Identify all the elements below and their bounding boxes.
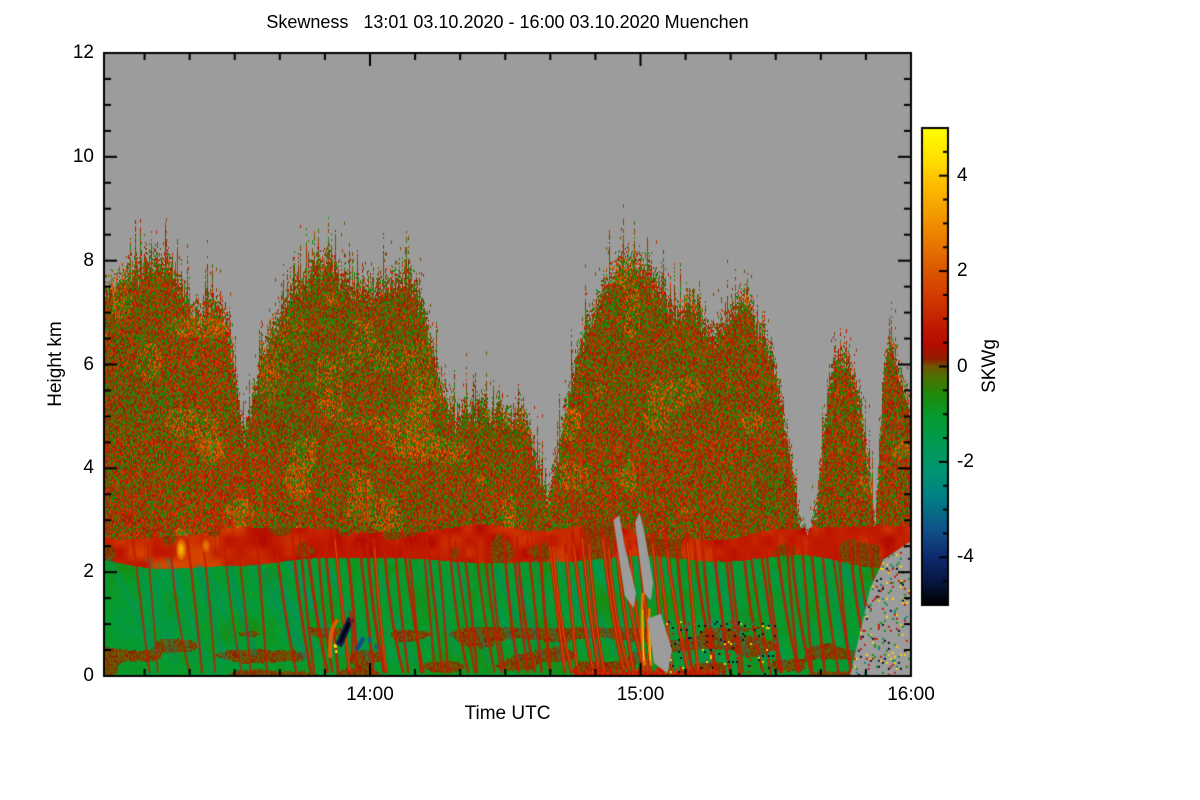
x-tick-label: 16:00: [887, 684, 935, 705]
colorbar-tick-label: -2: [957, 450, 974, 472]
y-tick-label: 4: [83, 457, 94, 479]
chart-title: Skewness 13:01 03.10.2020 - 16:00 03.10.…: [266, 12, 749, 32]
colorbar-tick-label: 2: [957, 260, 968, 282]
x-tick-label: 14:00: [346, 684, 394, 705]
x-tick-label: 15:00: [616, 684, 665, 705]
y-tick-label: 10: [72, 145, 94, 167]
y-tick-label: 6: [83, 353, 94, 375]
y-tick-label: 0: [83, 665, 94, 686]
colorbar-tick-label: 0: [957, 355, 968, 377]
x-axis-title: Time UTC: [464, 703, 551, 724]
colorbar-tick-label: -4: [957, 546, 974, 568]
y-tick-label: 8: [83, 249, 94, 271]
y-tick-label: 2: [83, 561, 94, 583]
colorbar-tick-label: 4: [957, 164, 968, 186]
y-tick-label: 12: [72, 42, 94, 63]
